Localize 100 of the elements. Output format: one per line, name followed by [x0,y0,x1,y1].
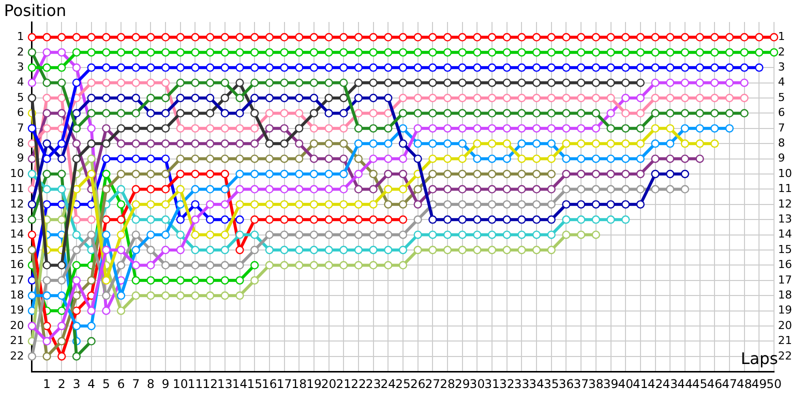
point [398,246,408,254]
point [250,124,259,133]
point [265,170,274,178]
point [146,154,155,163]
point [414,215,422,224]
point [502,48,512,57]
point [146,78,155,87]
point [57,322,66,330]
point [206,230,214,239]
point [443,94,452,102]
point [473,48,482,57]
point [488,215,496,224]
point [161,276,170,285]
point [324,48,333,57]
point [220,246,230,254]
point [176,33,185,42]
point [473,170,482,178]
point [398,261,408,270]
point [116,246,126,254]
point [473,109,482,118]
point [57,261,66,270]
point [443,230,452,239]
point [428,48,437,57]
point [265,33,274,42]
point [725,63,734,72]
x-tick-label: 1 [43,376,51,391]
point [116,139,126,148]
point [57,170,66,178]
y-tick-label: 4 [16,76,24,89]
point [294,124,304,133]
point [116,33,126,42]
point [57,63,66,72]
point [473,33,482,42]
point [72,154,81,163]
point [250,33,259,42]
point [161,48,170,57]
point [102,94,110,102]
point [576,154,586,163]
point [369,78,378,87]
x-tick-label: 9 [162,376,170,391]
y2-tick-label: 11 [778,182,792,196]
point [220,48,230,57]
point [666,139,674,148]
point [636,78,645,87]
point [72,48,81,57]
point [42,48,52,57]
point [636,185,645,194]
point [384,215,392,224]
y-tick-label: 10 [10,166,24,180]
point [384,246,392,254]
point [473,246,482,254]
point [398,94,408,102]
point [324,63,333,72]
x-tick-label: 46 [707,376,722,391]
y-tick-label: 1 [16,30,24,44]
point [280,78,288,87]
point [28,352,36,361]
point [458,215,467,224]
point [339,261,348,270]
point [28,200,36,209]
point [621,124,630,133]
point [502,170,512,178]
point [354,33,363,42]
point [146,261,155,270]
x-tick-label: 32 [499,376,515,391]
point [428,215,437,224]
point [161,63,170,72]
point [265,154,274,163]
point [710,48,719,57]
point [250,170,259,178]
point [324,246,333,254]
x-tick-label: 20 [321,376,336,391]
point [710,124,719,133]
point [176,139,185,148]
y2-tick-label: 21 [778,334,792,348]
point [592,109,600,118]
y-axis-title: Position [4,1,66,20]
point [576,63,586,72]
point [102,124,110,133]
point [132,230,140,239]
point [220,63,230,72]
point [132,291,140,300]
point [532,246,541,254]
point [176,109,185,118]
point [443,48,452,57]
point [547,170,556,178]
point [592,48,600,57]
point [324,200,333,209]
point [280,33,288,42]
point [606,33,615,42]
point [518,215,526,224]
point [428,246,437,254]
point [250,261,259,270]
point [562,63,570,72]
point [310,94,318,102]
point [651,94,660,102]
x-tick-label: 18 [291,376,307,391]
point [502,215,512,224]
point [280,215,288,224]
point [42,139,52,148]
